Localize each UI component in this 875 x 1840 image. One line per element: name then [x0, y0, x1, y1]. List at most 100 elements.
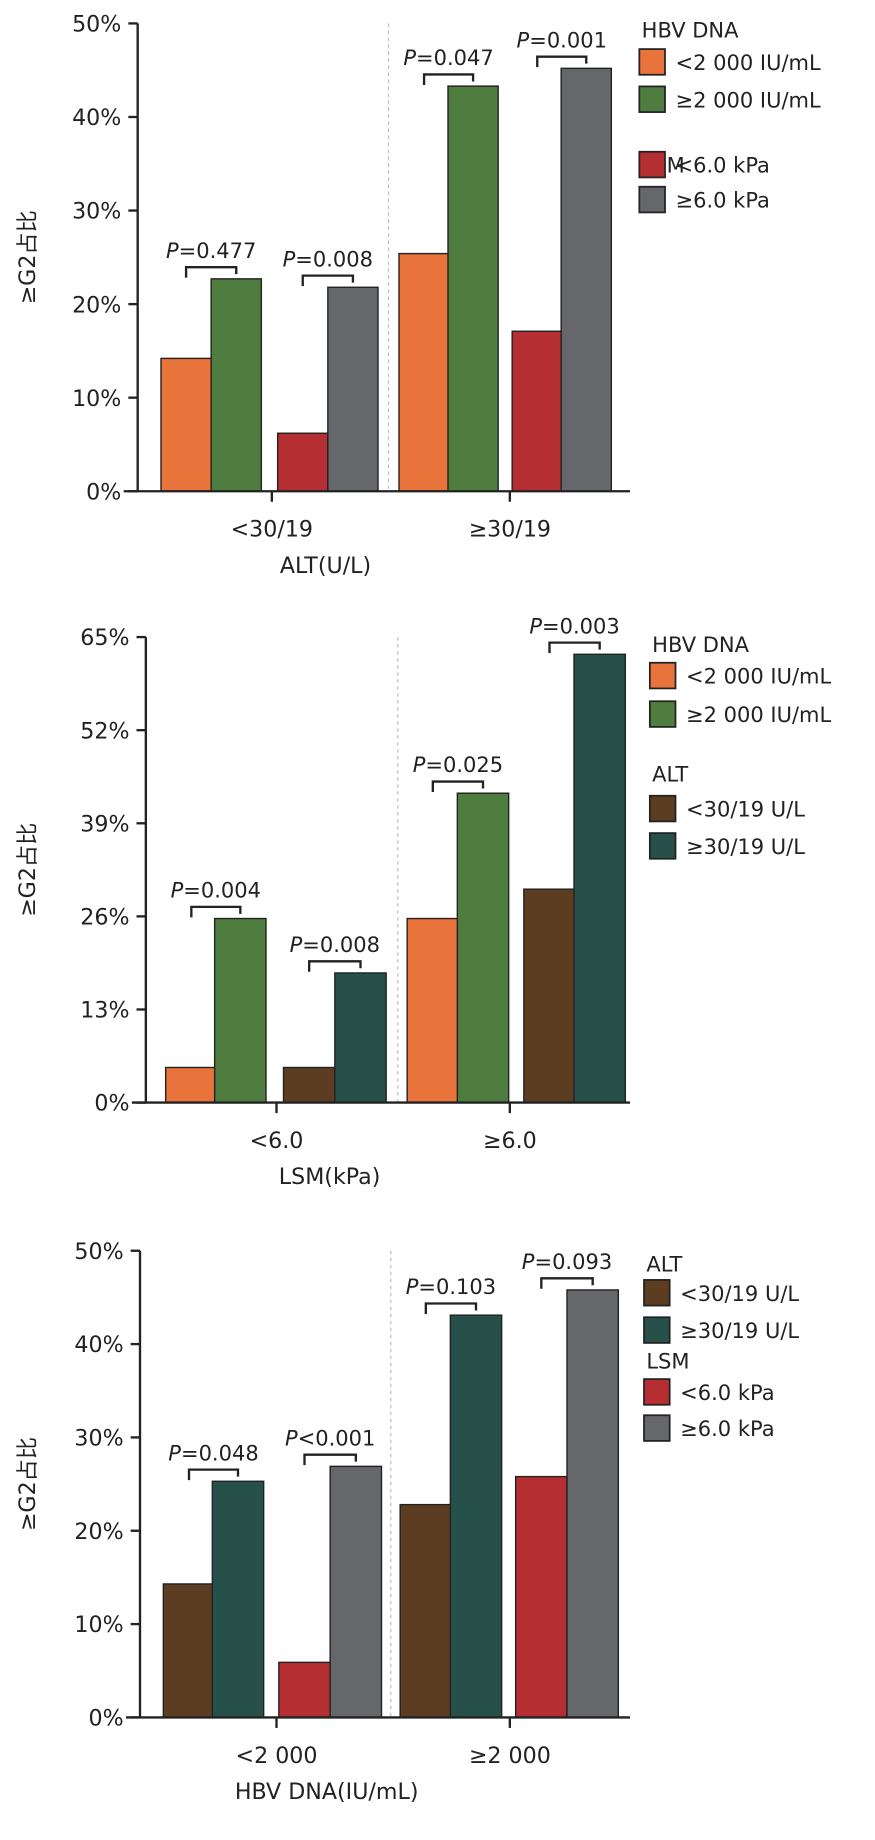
p-value: =0.047 [416, 46, 494, 70]
bar [160, 357, 212, 492]
chart-1: 0% 10% 20% 30% 40% 50% <30/19 ≥30/19 ALT(U/L) ≥G2… [15, 12, 821, 579]
legend-label: ≥30/19 U/L [686, 835, 805, 859]
p-symbol: P [285, 1426, 298, 1450]
legend-item: ≥6.0 kPa [643, 1414, 775, 1442]
y-tick-label: 39% [80, 811, 129, 837]
bar [447, 85, 499, 492]
legend-group-title: ALT [652, 763, 688, 787]
y-tick-label: 0% [86, 479, 121, 505]
legend-group-title: LSM [646, 1350, 689, 1374]
x-axis-label: LSM(kPa) [279, 1164, 381, 1190]
bar [566, 1289, 620, 1719]
legend-swatch [638, 150, 666, 179]
x-tick-label: <6.0 [250, 1128, 304, 1154]
y-axis-label: ≥G2占比 [15, 1437, 41, 1531]
p-symbol: P [522, 1250, 535, 1274]
bar [449, 1314, 503, 1719]
legend-group-title: HBV DNA [642, 18, 739, 42]
p-value: =0.477 [179, 239, 257, 263]
y-tick-label: 20% [72, 292, 121, 318]
bar [213, 917, 267, 1104]
p-value-label: P=0.008 [290, 933, 380, 957]
legend-item: ≥6.0 kPa [638, 185, 770, 214]
legend-label: <6.0 kPa [680, 1381, 774, 1405]
bar [282, 1066, 336, 1104]
chart-3: 0% 10% 20% 30% 40% 50% <2 000 ≥2 000 HBV DNA(IU/… [15, 1239, 799, 1805]
legend-swatch [638, 185, 666, 214]
p-value: =0.093 [534, 1250, 612, 1274]
y-tick-label: 65% [80, 625, 129, 651]
legend-item: <6.0 kPa [643, 1378, 775, 1406]
y-tick-label: 50% [74, 1239, 123, 1265]
legend-item: <6.0 kPa [638, 150, 770, 179]
y-tick-label: 20% [74, 1519, 123, 1545]
p-value: =0.004 [183, 879, 261, 903]
legend-swatch [648, 661, 677, 690]
x-axis-label: HBV DNA(IU/mL) [235, 1779, 419, 1805]
x-tick-label: ≥30/19 [469, 517, 551, 543]
significance-bracket [548, 641, 601, 654]
p-symbol: P [283, 247, 296, 271]
y-tick-label: 0% [89, 1706, 124, 1732]
legend-item: ≥30/19 U/L [648, 832, 805, 860]
bar [573, 653, 627, 1104]
p-symbol: P [168, 1441, 181, 1465]
legend-swatch [638, 85, 666, 113]
y-tick-label: 40% [72, 105, 121, 131]
p-value: =0.003 [542, 614, 620, 638]
y-tick-label: 30% [72, 199, 121, 225]
p-symbol: P [171, 879, 184, 903]
legend-label: ≥6.0 kPa [676, 189, 770, 213]
x-tick-label: ≥2 000 [469, 1743, 551, 1769]
bar [560, 67, 613, 492]
legend-swatch [638, 48, 666, 76]
legend-item: <30/19 U/L [643, 1279, 799, 1307]
bar [162, 1583, 216, 1719]
significance-bracket [303, 1453, 357, 1466]
legend-item: ≥2 000 IU/mL [638, 85, 821, 113]
p-value-label: P=0.103 [406, 1275, 496, 1299]
y-tick-label: 52% [80, 718, 129, 744]
bar [523, 888, 576, 1104]
legend-swatch [648, 832, 677, 860]
p-value: =0.008 [295, 247, 373, 271]
y-axis-label: ≥G2占比 [15, 210, 41, 304]
p-value: =0.001 [529, 28, 607, 52]
y-tick-label: 50% [72, 12, 121, 38]
y-tick-label: 40% [74, 1332, 123, 1358]
y-tick-label: 26% [80, 905, 129, 931]
bar [329, 1465, 383, 1719]
p-value: =0.008 [302, 933, 380, 957]
p-symbol: P [403, 46, 416, 70]
p-symbol: P [529, 614, 542, 638]
bar [327, 286, 379, 492]
y-tick-label: 30% [74, 1426, 123, 1452]
p-value-label: P=0.048 [168, 1441, 258, 1465]
legend: ALT <30/19 U/L ≥30/19 U/L LSM <6.0 kPa ≥6.0 k… [643, 1253, 799, 1442]
legend-label: ≥6.0 kPa [680, 1417, 774, 1441]
legend-label: <6.0 kPa [676, 154, 770, 178]
p-value-label: P=0.093 [522, 1250, 612, 1274]
x-tick-label: <30/19 [231, 517, 313, 543]
significance-bracket [536, 55, 588, 68]
bar [210, 278, 263, 492]
p-value-label: P=0.047 [403, 46, 493, 70]
legend-label: ≥30/19 U/L [680, 1319, 799, 1343]
x-tick-label: <2 000 [236, 1743, 318, 1769]
p-value-label: P=0.477 [166, 239, 256, 263]
p-value-label: P=0.001 [517, 28, 607, 52]
y-tick-label: 0% [94, 1091, 129, 1117]
bar [398, 252, 450, 492]
p-value: <0.001 [298, 1426, 376, 1450]
legend-label: <30/19 U/L [686, 798, 805, 822]
y-tick-label: 10% [74, 1612, 123, 1638]
legend-swatch [648, 700, 677, 728]
legend-label: <2 000 IU/mL [676, 51, 821, 75]
bar [514, 1475, 568, 1719]
significance-bracket [190, 905, 242, 918]
significance-bracket [540, 1277, 594, 1289]
p-value-label: P<0.001 [285, 1426, 375, 1450]
legend-swatch [643, 1279, 671, 1307]
